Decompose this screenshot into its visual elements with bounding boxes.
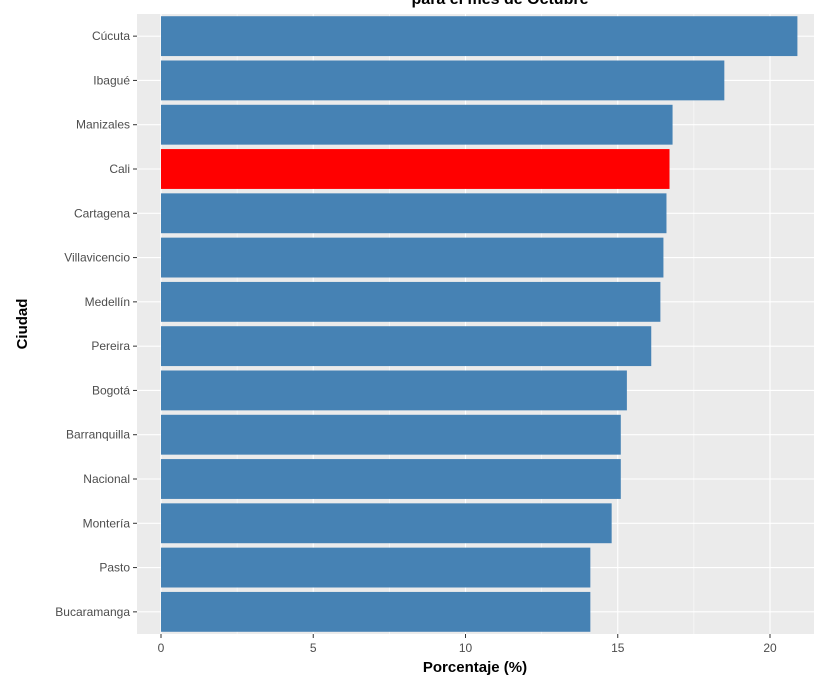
bar-cartagena [161,193,667,234]
x-tick-label: 15 [611,641,625,655]
y-tick-label: Bucaramanga [55,605,130,619]
bar-medellín [161,281,661,322]
y-tick-label: Cúcuta [92,29,130,43]
bar-nacional [161,459,621,499]
x-axis-ticks: 0 5 10 15 20 [158,634,777,655]
y-tick-label: Nacional [83,472,130,486]
bar-cúcuta [161,16,798,57]
y-tick-label: Bogotá [92,383,130,397]
y-tick-label: Manizales [76,118,130,132]
y-tick-label: Montería [83,516,131,530]
y-tick-label: Pasto [99,561,130,575]
x-axis-title: Porcentaje (%) [423,659,527,676]
y-tick-label: Ibagué [93,73,130,87]
bar-ibagué [161,60,725,101]
y-tick-label: Medellín [85,295,130,309]
bar-bucaramanga [161,591,591,632]
bars [161,16,798,632]
y-tick-label: Pereira [91,339,130,353]
bar-bogotá [161,370,627,411]
bar-montería [161,503,612,544]
y-tick-label: Barranquilla [66,428,130,442]
y-tick-label: Villavicencio [64,251,130,265]
bar-barranquilla [161,414,621,455]
bar-manizales [161,104,673,145]
y-tick-label: Cartagena [74,206,130,220]
x-tick-label: 5 [310,641,317,655]
x-tick-label: 10 [459,641,473,655]
bar-cali [161,149,670,189]
y-tick-label: Cali [109,162,130,176]
bar-pasto [161,547,591,588]
bar-villavicencio [161,237,664,278]
x-tick-label: 20 [763,641,777,655]
y-axis-ticks: Cúcuta Ibagué Manizales Cali Cartagena Villav… [55,29,137,619]
chart-title: para el mes de Octubre [412,0,589,8]
x-tick-label: 0 [158,641,165,655]
y-axis-title: Ciudad [14,299,31,350]
bar-pereira [161,326,652,367]
